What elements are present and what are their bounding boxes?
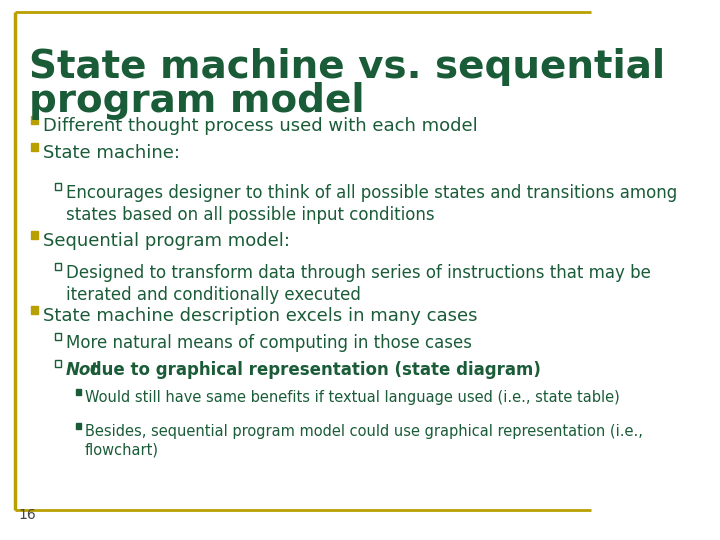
Text: Designed to transform data through series of instructions that may be
iterated a: Designed to transform data through serie… [66, 264, 651, 304]
Text: Besides, sequential program model could use graphical representation (i.e.,
flow: Besides, sequential program model could … [85, 424, 643, 457]
Bar [31, 231, 38, 239]
Text: Sequential program model:: Sequential program model: [43, 232, 290, 250]
Text: State machine vs. sequential: State machine vs. sequential [30, 48, 665, 86]
Text: Not: Not [66, 361, 99, 379]
Text: State machine description excels in many cases: State machine description excels in many… [43, 307, 477, 325]
Bar [31, 143, 38, 151]
Bar [55, 183, 60, 190]
Text: State machine:: State machine: [43, 144, 180, 162]
Bar [31, 306, 38, 314]
Bar [76, 389, 81, 395]
Text: Different thought process used with each model: Different thought process used with each… [43, 117, 477, 135]
Text: Encourages designer to think of all possible states and transitions among
states: Encourages designer to think of all poss… [66, 184, 677, 224]
Text: Would still have same benefits if textual language used (i.e., state table): Would still have same benefits if textua… [85, 390, 620, 405]
Text: More natural means of computing in those cases: More natural means of computing in those… [66, 334, 472, 352]
Bar [55, 333, 60, 340]
Bar [55, 360, 60, 367]
Bar [31, 116, 38, 124]
Bar [55, 263, 60, 270]
Bar [76, 423, 81, 429]
Text: due to graphical representation (state diagram): due to graphical representation (state d… [84, 361, 541, 379]
Text: program model: program model [30, 82, 365, 120]
Text: 16: 16 [19, 508, 36, 522]
